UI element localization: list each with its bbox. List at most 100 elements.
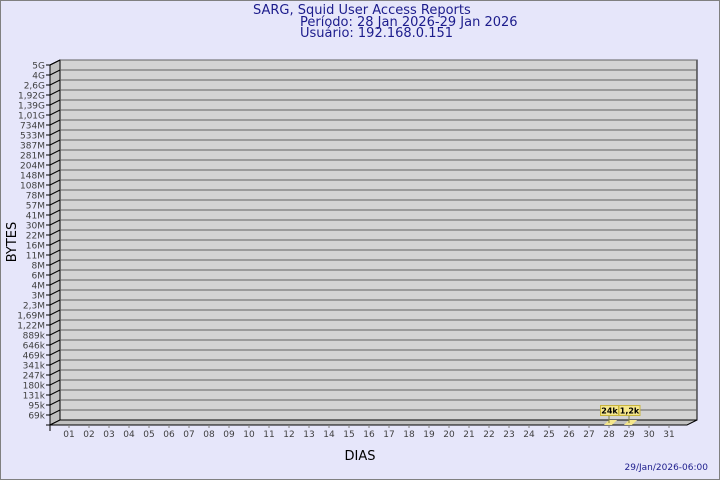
- x-tick-label: 25: [543, 430, 554, 440]
- y-tick-label: 281M: [20, 152, 45, 162]
- gridline-depth: [49, 189, 61, 196]
- chart-title: SARG, Squid User Access Reports: [253, 3, 471, 18]
- y-tick-label: 41M: [26, 212, 45, 222]
- gridline-depth: [49, 399, 61, 406]
- gridline-depth: [49, 379, 61, 386]
- gridline-depth: [49, 289, 61, 296]
- y-tick-label: 247k: [23, 372, 46, 382]
- y-tick-label: 1,22M: [17, 322, 45, 332]
- y-tick-label: 646k: [23, 342, 46, 352]
- y-axis-label: BYTES: [5, 222, 20, 263]
- bar-label-box: [618, 405, 641, 416]
- bar: [604, 420, 617, 425]
- gridline-depth: [49, 159, 61, 166]
- x-tick-label: 02: [83, 430, 94, 440]
- gridline-depth: [49, 299, 61, 306]
- y-tick-label: 30M: [26, 222, 45, 232]
- x-tick-label: 07: [183, 430, 194, 440]
- x-tick-label: 19: [423, 430, 435, 440]
- y-tick-label: 57M: [26, 202, 45, 212]
- gridline-depth: [49, 149, 61, 156]
- y-tick-label: 533M: [20, 132, 45, 142]
- y-tick-label: 341k: [23, 362, 46, 372]
- gridline-depth: [49, 359, 61, 366]
- x-tick-label: 08: [203, 430, 215, 440]
- bar-data-label: 24k: [601, 407, 618, 416]
- gridline-depth: [49, 179, 61, 186]
- x-tick-label: 10: [243, 430, 255, 440]
- y-tick-label: 69k: [28, 412, 45, 422]
- y-tick-label: 16M: [26, 242, 45, 252]
- x-tick-label: 29: [623, 430, 635, 440]
- y-tick-label: 387M: [20, 142, 45, 152]
- gridline-depth: [49, 79, 61, 86]
- x-tick-label: 20: [443, 430, 455, 440]
- gridline-depth: [49, 119, 61, 126]
- gridline-depth: [49, 169, 61, 176]
- x-tick-label: 22: [483, 430, 494, 440]
- x-tick-label: 14: [323, 430, 335, 440]
- gridline-depth: [49, 109, 61, 116]
- gridline-depth: [49, 279, 61, 286]
- y-tick-label: 469k: [23, 352, 46, 362]
- x-axis-label: DIAS: [345, 449, 376, 464]
- gridline-depth: [49, 309, 61, 316]
- y-tick-label: 2,6G: [24, 82, 45, 92]
- y-tick-label: 1,92G: [18, 92, 45, 102]
- x-tick-label: 03: [103, 430, 114, 440]
- gridline-depth: [49, 99, 61, 106]
- x-tick-label: 21: [463, 430, 474, 440]
- y-tick-label: 204M: [20, 162, 45, 172]
- gridline-depth: [49, 129, 61, 136]
- gridline-depth: [49, 69, 61, 76]
- x-tick-label: 06: [163, 430, 175, 440]
- y-tick-label: 180k: [23, 382, 46, 392]
- x-tick-label: 05: [143, 430, 154, 440]
- y-tick-label: 2,3M: [23, 302, 45, 312]
- gridline-depth: [49, 89, 61, 96]
- x-tick-label: 27: [583, 430, 594, 440]
- y-tick-label: 734M: [20, 122, 45, 132]
- gridline-depth: [49, 199, 61, 206]
- y-tick-label: 78M: [26, 192, 45, 202]
- y-tick-label: 8M: [32, 262, 46, 272]
- bar: [624, 420, 637, 425]
- x-tick-label: 17: [383, 430, 394, 440]
- y-tick-label: 889k: [23, 332, 46, 342]
- x-tick-label: 28: [603, 430, 615, 440]
- y-tick-label: 11M: [26, 252, 45, 262]
- x-tick-label: 26: [563, 430, 575, 440]
- x-tick-label: 04: [123, 430, 135, 440]
- gridline-depth: [49, 269, 61, 276]
- y-tick-label: 108M: [20, 182, 45, 192]
- gridline-depth: [49, 339, 61, 346]
- y-tick-label: 1,01G: [18, 112, 45, 122]
- y-tick-label: 95k: [28, 402, 45, 412]
- y-tick-label: 22M: [26, 232, 45, 242]
- gridline-depth: [49, 209, 61, 216]
- x-tick-label: 24: [523, 430, 535, 440]
- x-tick-label: 01: [63, 430, 74, 440]
- gridline-depth: [49, 229, 61, 236]
- gridline-depth: [49, 329, 61, 336]
- x-tick-label: 12: [283, 430, 294, 440]
- bar-data-label: 1,2k: [620, 407, 640, 416]
- plot-floor: [49, 419, 698, 426]
- y-tick-label: 6M: [32, 272, 46, 282]
- gridline-depth: [49, 219, 61, 226]
- x-tick-label: 23: [503, 430, 514, 440]
- x-tick-label: 31: [663, 430, 674, 440]
- x-tick-label: 18: [403, 430, 415, 440]
- x-tick-label: 15: [343, 430, 354, 440]
- gridline-depth: [49, 139, 61, 146]
- gridline-depth: [49, 319, 61, 326]
- chart-user: Usuário: 192.168.0.151: [300, 26, 454, 41]
- gridline-depth: [49, 369, 61, 376]
- chart-period: Período: 28 Jan 2026-29 Jan 2026: [300, 15, 518, 30]
- y-tick-label: 1,69M: [17, 312, 45, 322]
- gridline-depth: [49, 249, 61, 256]
- gridline-depth: [49, 349, 61, 356]
- y-tick-label: 4G: [32, 72, 45, 82]
- y-tick-label: 1,39G: [18, 102, 45, 112]
